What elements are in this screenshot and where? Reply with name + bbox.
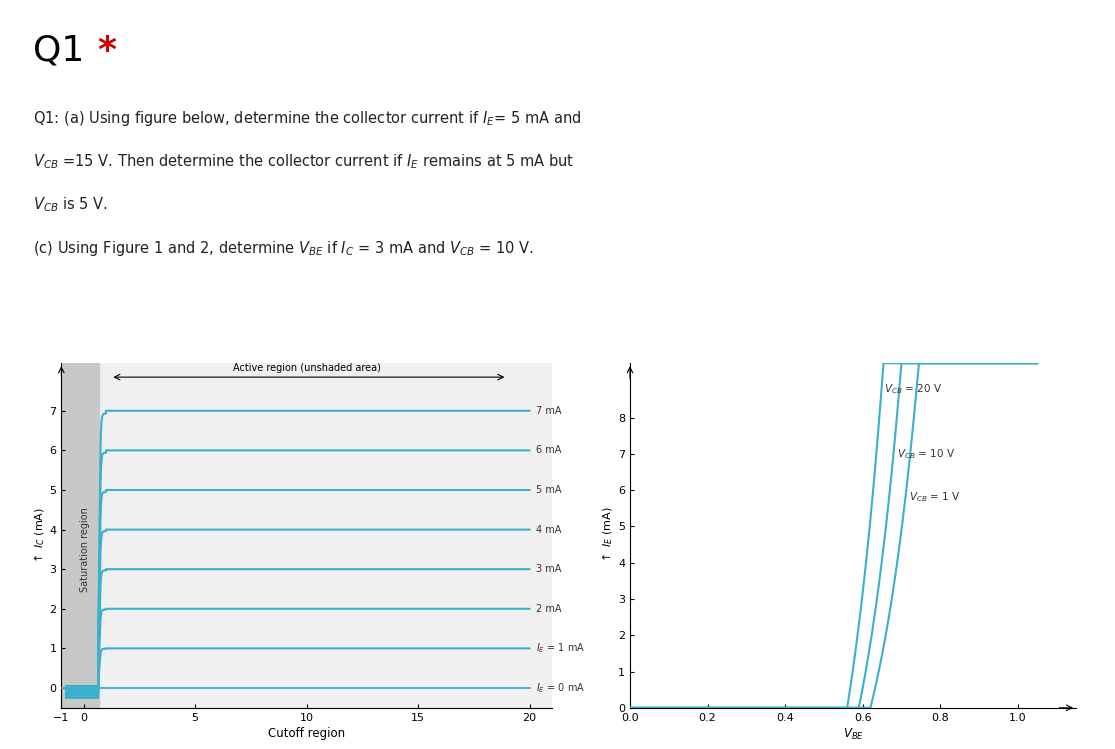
Text: $I_E$ = 1 mA: $I_E$ = 1 mA — [536, 641, 585, 655]
Text: 7 mA: 7 mA — [536, 406, 562, 416]
Text: Q1: (a) Using figure below, determine the collector current if $I_E$= 5 mA and: Q1: (a) Using figure below, determine th… — [33, 109, 582, 127]
Text: $V_{CB}$ = 10 V: $V_{CB}$ = 10 V — [898, 447, 956, 461]
Text: Active region (unshaded area): Active region (unshaded area) — [233, 363, 380, 373]
Text: $V_{CB}$ = 20 V: $V_{CB}$ = 20 V — [884, 382, 942, 395]
Y-axis label: $\uparrow$ $I_E$ (mA): $\uparrow$ $I_E$ (mA) — [601, 507, 615, 564]
Text: (c) Using Figure 1 and 2, determine $V_{BE}$ if $I_C$ = 3 mA and $V_{CB}$ = 10 V: (c) Using Figure 1 and 2, determine $V_{… — [33, 239, 534, 258]
X-axis label: $V_{BE}$: $V_{BE}$ — [843, 727, 863, 742]
Text: 3 mA: 3 mA — [536, 564, 562, 574]
Text: $V_{CB}$ = 1 V: $V_{CB}$ = 1 V — [909, 491, 961, 504]
Text: *: * — [97, 34, 116, 67]
Text: 5 mA: 5 mA — [536, 485, 562, 495]
Text: $V_{CB}$ is 5 V.: $V_{CB}$ is 5 V. — [33, 195, 108, 214]
Text: 6 mA: 6 mA — [536, 446, 562, 455]
Text: Saturation region: Saturation region — [80, 507, 90, 592]
Text: 4 mA: 4 mA — [536, 524, 562, 535]
X-axis label: Cutoff region: Cutoff region — [268, 727, 346, 740]
Text: 2 mA: 2 mA — [536, 604, 562, 613]
Bar — [61, 363, 99, 708]
Text: $V_{CB}$ =15 V. Then determine the collector current if $I_E$ remains at 5 mA bu: $V_{CB}$ =15 V. Then determine the colle… — [33, 152, 574, 171]
Text: $I_E$ = 0 mA: $I_E$ = 0 mA — [536, 681, 585, 695]
Text: Q1: Q1 — [33, 34, 96, 67]
Y-axis label: $\uparrow$ $I_C$ (mA): $\uparrow$ $I_C$ (mA) — [32, 506, 47, 565]
